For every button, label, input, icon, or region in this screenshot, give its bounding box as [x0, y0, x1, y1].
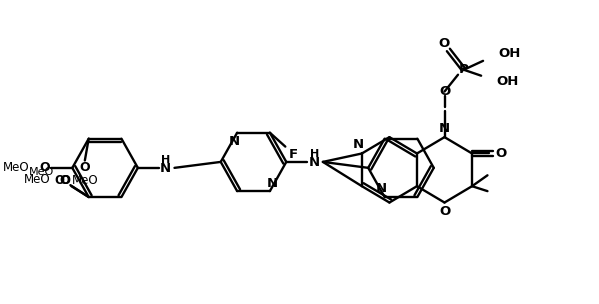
Text: O: O — [80, 161, 90, 174]
Text: N: N — [308, 156, 320, 169]
Text: MeO: MeO — [71, 174, 98, 187]
Text: O: O — [60, 174, 71, 187]
Text: O: O — [495, 147, 507, 160]
Text: H: H — [310, 149, 319, 159]
Text: MeO: MeO — [3, 161, 30, 174]
Text: O: O — [55, 174, 65, 187]
Text: OH: OH — [498, 47, 521, 60]
Text: O: O — [439, 205, 450, 218]
Text: O: O — [59, 174, 70, 187]
Text: MeO: MeO — [23, 173, 50, 186]
Text: N: N — [267, 177, 279, 190]
Text: N: N — [439, 122, 450, 135]
Text: N: N — [161, 162, 171, 175]
Text: F: F — [289, 148, 298, 161]
Text: MeO: MeO — [29, 167, 54, 177]
Text: O: O — [39, 161, 50, 174]
Text: H: H — [161, 155, 171, 165]
Text: O: O — [438, 36, 449, 50]
Text: P: P — [459, 63, 468, 76]
Text: N: N — [352, 138, 364, 151]
Text: N: N — [229, 135, 240, 148]
Text: OH: OH — [497, 75, 519, 88]
Text: N: N — [376, 181, 388, 195]
Text: O: O — [439, 85, 450, 98]
